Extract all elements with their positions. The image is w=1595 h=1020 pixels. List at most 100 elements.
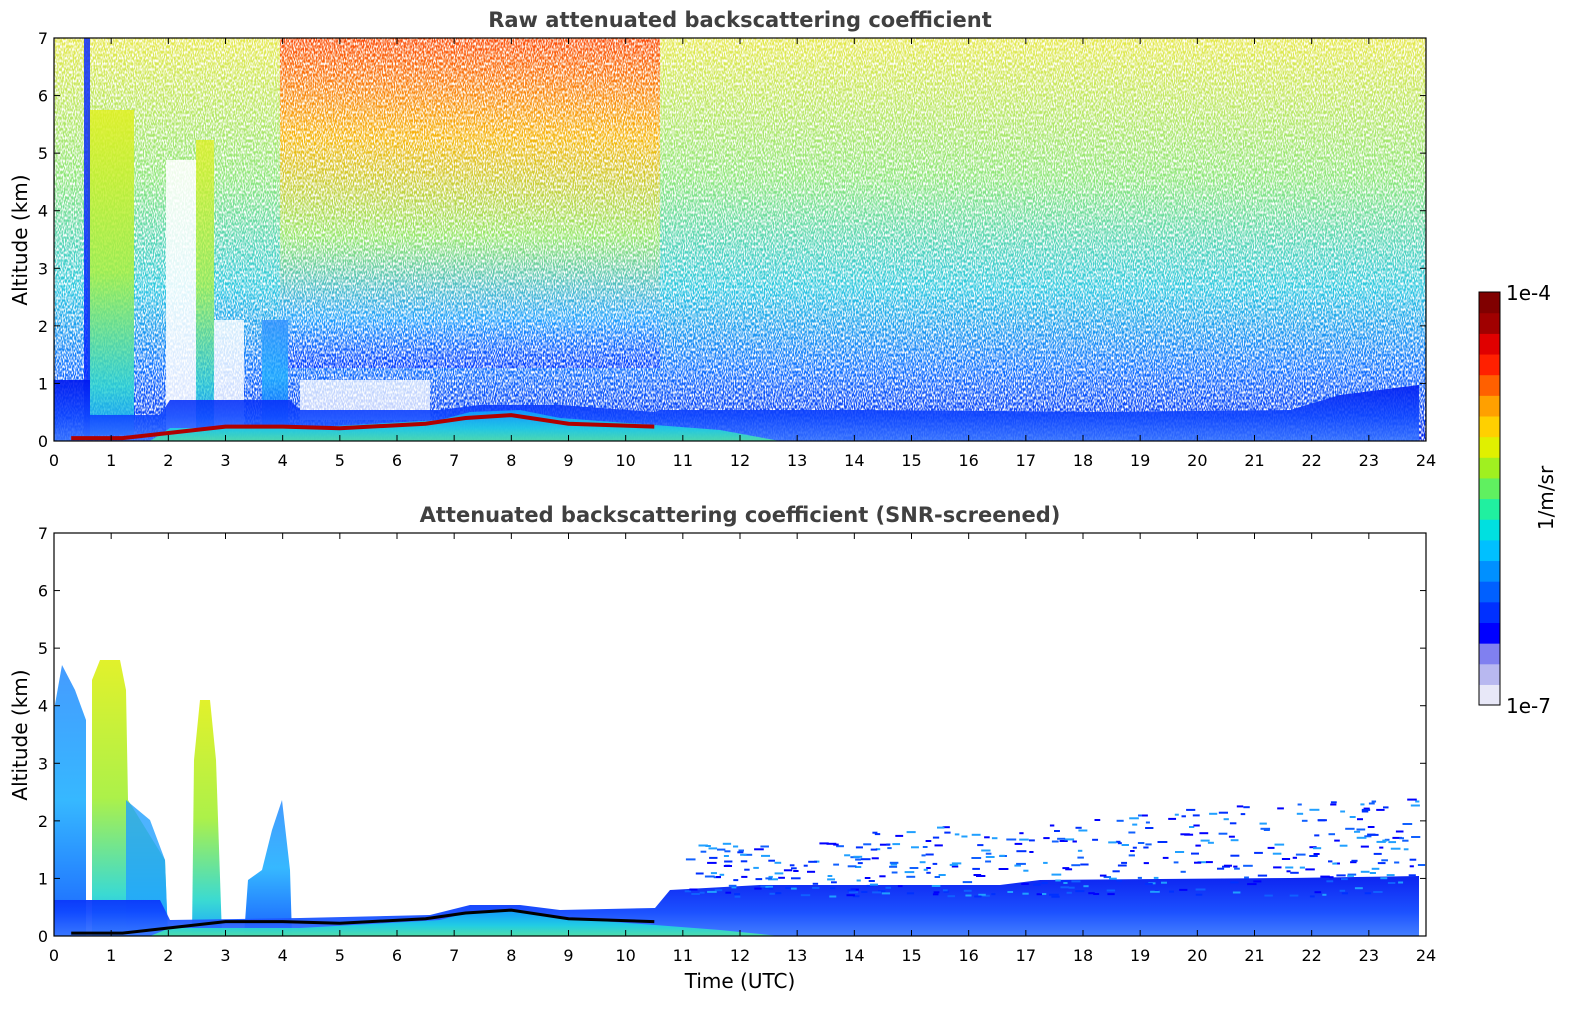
snr-speck xyxy=(1341,878,1348,881)
snr-speck xyxy=(1060,886,1070,889)
snr-speck xyxy=(1145,821,1150,824)
snr-speck xyxy=(1181,815,1186,818)
snr-x-tick-label: 17 xyxy=(1016,946,1036,965)
snr-speck xyxy=(1290,871,1299,874)
snr-speck xyxy=(791,887,797,890)
snr-speck xyxy=(973,874,982,876)
snr-speck xyxy=(1309,855,1318,857)
snr-speck xyxy=(775,892,782,895)
snr-speck xyxy=(1016,862,1026,865)
snr-speck xyxy=(1233,865,1238,868)
snr-speck xyxy=(1128,831,1136,834)
snr-speck xyxy=(1314,891,1322,894)
raw-x-tick-label: 23 xyxy=(1359,451,1379,470)
snr-speck xyxy=(689,888,698,891)
snr-speck xyxy=(1116,819,1124,822)
raw-dark-streak xyxy=(84,38,90,438)
raw-x-tick-label: 21 xyxy=(1244,451,1264,470)
snr-speck xyxy=(1345,827,1355,830)
snr-plume-0h xyxy=(54,665,86,936)
colorbar-segment xyxy=(1479,353,1500,376)
snr-speck xyxy=(1080,863,1089,866)
colorbar-segment xyxy=(1479,581,1500,603)
snr-x-tick-label: 22 xyxy=(1301,946,1321,965)
snr-speck xyxy=(1376,840,1386,843)
snr-speck xyxy=(1195,888,1206,891)
snr-speck xyxy=(1193,824,1200,827)
raw-heatmap xyxy=(54,38,1426,441)
snr-speck xyxy=(1360,870,1370,873)
snr-speck xyxy=(1021,883,1029,885)
snr-speck xyxy=(760,845,769,848)
snr-speck xyxy=(1195,893,1203,896)
raw-x-tick-label: 9 xyxy=(563,451,573,470)
colorbar-segment xyxy=(1479,663,1500,685)
snr-speck xyxy=(1360,845,1369,848)
snr-speck xyxy=(1051,895,1060,898)
snr-speck xyxy=(1022,892,1029,895)
raw-x-tick-label: 24 xyxy=(1416,451,1436,470)
raw-panel-title: Raw attenuated backscattering coefficien… xyxy=(488,8,992,32)
snr-speck xyxy=(695,872,704,875)
snr-speck xyxy=(1145,827,1154,829)
snr-speck xyxy=(932,893,939,896)
snr-y-tick-label: 5 xyxy=(38,639,48,658)
snr-speck xyxy=(1206,861,1213,864)
snr-speck xyxy=(1388,841,1397,844)
snr-speck xyxy=(921,854,926,857)
snr-speck xyxy=(1350,861,1357,864)
snr-speck xyxy=(728,884,737,887)
snr-speck xyxy=(1161,881,1167,884)
raw-x-tick-label: 13 xyxy=(787,451,807,470)
raw-x-tick-label: 5 xyxy=(335,451,345,470)
snr-speck xyxy=(1361,810,1369,813)
snr-speck xyxy=(1281,858,1291,860)
snr-speck xyxy=(1153,876,1159,879)
snr-speck xyxy=(1267,846,1275,849)
snr-speck xyxy=(1274,843,1285,846)
snr-speck xyxy=(985,852,992,855)
snr-x-tick-label: 6 xyxy=(392,946,402,965)
snr-speck xyxy=(829,895,837,898)
snr-speck xyxy=(1380,877,1388,880)
snr-speck xyxy=(868,880,875,882)
snr-speck xyxy=(731,886,737,889)
snr-speck xyxy=(926,867,931,869)
snr-speck xyxy=(1370,833,1379,836)
snr-speck xyxy=(1314,834,1320,837)
snr-x-tick-label: 14 xyxy=(844,946,864,965)
snr-speck xyxy=(1023,869,1029,872)
colorbar-segment xyxy=(1479,312,1500,334)
snr-speck xyxy=(1313,853,1320,855)
snr-speck xyxy=(889,861,899,864)
snr-x-tick-label: 8 xyxy=(506,946,516,965)
snr-x-tick-label: 11 xyxy=(673,946,693,965)
snr-speck xyxy=(1128,854,1135,857)
snr-speck xyxy=(1409,865,1414,868)
snr-speck xyxy=(1094,819,1101,821)
snr-speck xyxy=(719,873,725,876)
snr-speck xyxy=(984,836,990,839)
snr-speck xyxy=(1260,827,1271,830)
snr-speck xyxy=(1329,876,1334,879)
snr-speck xyxy=(1145,843,1152,846)
snr-speck xyxy=(848,891,859,894)
colorbar-segment xyxy=(1479,457,1500,479)
snr-speck xyxy=(1328,833,1336,836)
snr-speck xyxy=(906,875,916,878)
raw-x-tick-label: 22 xyxy=(1301,451,1321,470)
snr-x-tick-label: 19 xyxy=(1130,946,1150,965)
snr-speck xyxy=(1192,814,1200,817)
snr-speck xyxy=(974,895,982,898)
colorbar-segment xyxy=(1479,292,1500,314)
snr-speck xyxy=(1273,866,1282,869)
snr-x-tick-label: 12 xyxy=(730,946,750,965)
colorbar-frame xyxy=(1478,291,1501,706)
snr-speck xyxy=(1063,882,1068,884)
snr-speck xyxy=(714,889,723,892)
snr-speck xyxy=(1347,874,1354,877)
raw-x-tick-label: 19 xyxy=(1130,451,1150,470)
snr-speck xyxy=(778,876,785,879)
snr-speck xyxy=(1043,861,1048,864)
snr-speck xyxy=(1349,816,1356,818)
